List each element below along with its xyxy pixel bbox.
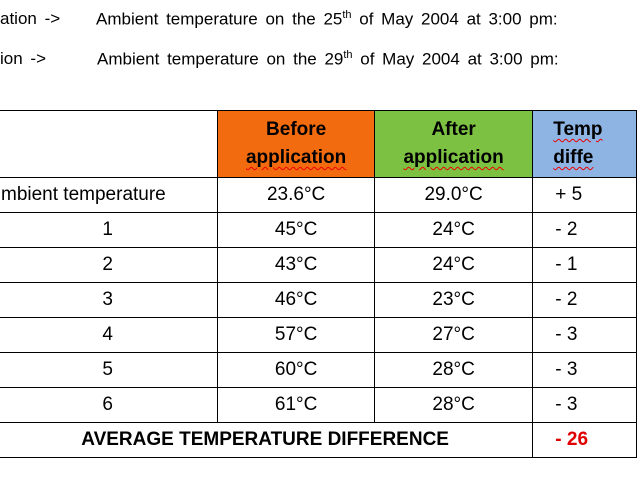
cell: 45°C (217, 212, 375, 248)
data-row: 5 60°C 28°C - 3 (0, 352, 637, 388)
cell: 3 (0, 282, 219, 318)
header-text: application (245, 147, 347, 168)
header-text: Temp (553, 119, 603, 140)
header-text: Before (266, 119, 327, 140)
cell: 1 (0, 212, 219, 248)
cell: - 1 (532, 247, 637, 283)
header-cell: Before application (217, 110, 375, 178)
intro-prefix: ation -> (0, 9, 61, 28)
cell: mbient temperature (0, 177, 219, 213)
cell: 4 (0, 317, 219, 353)
cell: 28°C (373, 387, 534, 423)
cell: - 2 (532, 282, 637, 318)
header-cell: Temp diffe (532, 110, 637, 178)
header-text: application (403, 147, 504, 168)
data-row: mbient temperature 23.6°C 29.0°C + 5 (0, 177, 637, 213)
header-cell (0, 110, 219, 178)
footer-row: AVERAGE TEMPERATURE DIFFERENCE - 26 (0, 422, 637, 458)
cell: + 5 (532, 177, 637, 213)
cell: - 2 (532, 212, 637, 248)
data-row: 6 61°C 28°C - 3 (0, 387, 637, 423)
cell: 43°C (217, 247, 375, 283)
header-text: After (431, 119, 476, 140)
intro-sup: th (343, 49, 353, 61)
cell: 46°C (217, 282, 375, 318)
cell: 29.0°C (373, 177, 534, 213)
intro-prefix: ion -> (0, 49, 46, 68)
intro-text-rest: of May 2004 at 3:00 pm: (352, 49, 559, 69)
intro-text: Ambient temperature on the 29th of May 2… (97, 49, 559, 70)
cell: 60°C (217, 352, 375, 388)
cell: - 3 (532, 352, 637, 388)
intro-sup: th (342, 9, 352, 21)
cell: 2 (0, 247, 219, 283)
cell: - 3 (532, 317, 637, 353)
cell: 27°C (373, 317, 534, 353)
cell: 23°C (373, 282, 534, 318)
intro-text: Ambient temperature on the 25th of May 2… (96, 9, 558, 30)
cell: 57°C (217, 317, 375, 353)
data-row: 3 46°C 23°C - 2 (0, 282, 637, 318)
cell: 5 (0, 352, 219, 388)
cell: - 3 (532, 387, 637, 423)
data-row: 1 45°C 24°C - 2 (0, 212, 637, 248)
intro-text-main: Ambient temperature on the 29 (97, 49, 344, 69)
cell: 24°C (373, 212, 534, 248)
data-row: 4 57°C 27°C - 3 (0, 317, 637, 353)
cell: 28°C (373, 352, 534, 388)
results-table: Before application After application Temp dif… (0, 110, 637, 458)
data-row: 2 43°C 24°C - 1 (0, 247, 637, 283)
cell: 61°C (217, 387, 375, 423)
cell: 6 (0, 387, 219, 423)
header-text: diffe (553, 147, 594, 168)
intro-text-rest: of May 2004 at 3:00 pm: (351, 9, 558, 29)
cell: 23.6°C (217, 177, 375, 213)
intro-text-main: Ambient temperature on the 25 (96, 9, 343, 29)
footer-value: - 26 (532, 422, 637, 458)
header-row: Before application After application Temp dif… (0, 110, 637, 178)
header-cell: After application (373, 110, 534, 178)
cell: 24°C (373, 247, 534, 283)
footer-label: AVERAGE TEMPERATURE DIFFERENCE (0, 422, 534, 458)
